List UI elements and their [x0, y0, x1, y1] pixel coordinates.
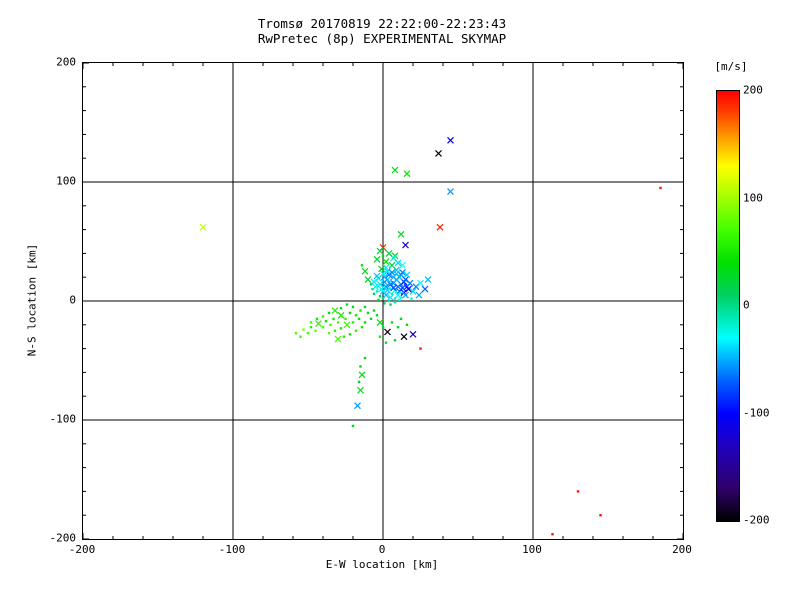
- y-tick-label: -200: [49, 531, 77, 545]
- colorbar: [716, 90, 740, 522]
- colorbar-tick-label: 0: [743, 298, 750, 312]
- y-tick-label: 100: [56, 174, 76, 188]
- colorbar-tick-label: 200: [743, 83, 763, 97]
- x-tick-label: -100: [218, 543, 246, 556]
- scatter-points-layer: [83, 63, 683, 539]
- colorbar-tick-label: -200: [743, 513, 770, 527]
- x-tick-label: -200: [68, 543, 96, 556]
- x-axis-label: E-W location [km]: [325, 558, 439, 571]
- plot-area: [82, 62, 684, 540]
- plot-title: Tromsø 20170819 22:22:00-22:23:43: [257, 16, 507, 31]
- colorbar-unit-label: [m/s]: [714, 60, 748, 73]
- plot-subtitle: RwPretec (8p) EXPERIMENTAL SKYMAP: [257, 31, 507, 46]
- x-tick-label: 200: [672, 543, 692, 556]
- x-tick-label: 0: [378, 543, 386, 556]
- colorbar-tick-label: -100: [743, 406, 770, 419]
- y-tick-label: -100: [49, 412, 77, 426]
- y-tick-label: 200: [56, 55, 76, 69]
- y-tick-label: 0: [69, 293, 76, 307]
- x-tick-label: 100: [522, 543, 542, 556]
- colorbar-tick-label: 100: [743, 191, 763, 204]
